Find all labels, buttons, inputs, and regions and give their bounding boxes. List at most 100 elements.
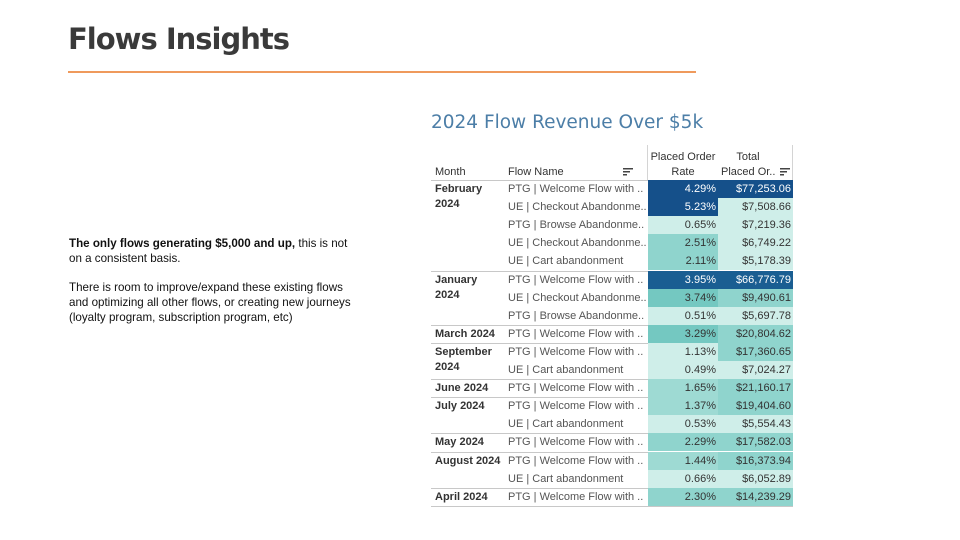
- placed-order-rate-cell: 1.13%: [648, 342, 718, 361]
- table-row[interactable]: PTG | Welcome Flow with .. 1.65% $21,160.1…: [504, 379, 793, 398]
- group-divider: [431, 433, 793, 435]
- placed-order-rate-cell: 1.44%: [648, 451, 718, 470]
- flow-name-cell: UE | Cart abandonment: [508, 418, 624, 431]
- table-row[interactable]: PTG | Browse Abandonme.. 0.51% $5,697.78: [504, 306, 793, 325]
- table-row[interactable]: PTG | Welcome Flow with .. 1.44% $16,373.9…: [504, 451, 793, 470]
- table-row[interactable]: UE | Cart abandonment 0.53% $5,554.43: [504, 415, 793, 434]
- table-row[interactable]: PTG | Welcome Flow with .. 1.37% $19,404.6…: [504, 397, 793, 416]
- group-divider: [431, 397, 793, 399]
- table-row[interactable]: PTG | Welcome Flow with .. 2.29% $17,582.0…: [504, 433, 793, 452]
- flow-name-cell: PTG | Welcome Flow with ..: [508, 400, 644, 413]
- flow-name-cell: PTG | Welcome Flow with ..: [508, 454, 644, 467]
- total-placed-order-cell: $7,024.27: [718, 360, 793, 379]
- group-divider: [431, 451, 793, 453]
- placed-order-rate-cell: 4.29%: [648, 180, 718, 198]
- month-group: July 2024 PTG | Welcome Flow with .. 1.37%…: [431, 397, 793, 434]
- placed-order-rate-cell: 3.29%: [648, 324, 718, 343]
- total-placed-order-cell: $14,239.29: [718, 487, 793, 506]
- placed-order-rate-cell: 1.65%: [648, 379, 718, 398]
- month-group: May 2024 PTG | Welcome Flow with .. 2.29% $…: [431, 433, 793, 452]
- total-placed-order-cell: $16,373.94: [718, 451, 793, 470]
- flow-name-cell: UE | Checkout Abandonme..: [508, 201, 647, 214]
- total-placed-order-cell: $6,052.89: [718, 469, 793, 488]
- month-group: September 2024 PTG | Welcome Flow with ..…: [431, 342, 793, 379]
- flow-name-cell: UE | Cart abandonment: [508, 363, 624, 376]
- month-cell: July 2024: [435, 400, 485, 413]
- total-placed-order-cell: $9,490.61: [718, 288, 793, 307]
- table-row[interactable]: UE | Checkout Abandonme.. 2.51% $6,749.22: [504, 234, 793, 253]
- table-row[interactable]: PTG | Welcome Flow with .. 2.30% $14,239.2…: [504, 487, 793, 506]
- total-placed-order-cell: $20,804.62: [718, 324, 793, 343]
- month-cell: January 2024: [435, 273, 478, 301]
- insight-text: The only flows generating $5,000 and up,…: [69, 236, 359, 339]
- placed-order-rate-cell: 0.65%: [648, 216, 718, 235]
- insight-paragraph-1: The only flows generating $5,000 and up,…: [69, 236, 359, 266]
- placed-order-rate-cell: 3.74%: [648, 288, 718, 307]
- table-row[interactable]: PTG | Welcome Flow with .. 4.29% $77,253.0…: [504, 180, 793, 198]
- flow-name-cell: UE | Cart abandonment: [508, 255, 624, 268]
- total-placed-order-cell: $7,508.66: [718, 198, 793, 217]
- month-group: February 2024 PTG | Welcome Flow with .. 4…: [431, 180, 793, 271]
- table-row[interactable]: PTG | Welcome Flow with .. 1.13% $17,360.6…: [504, 342, 793, 361]
- group-divider: [431, 342, 793, 344]
- total-placed-order-cell: $66,776.79: [718, 270, 793, 289]
- flow-name-cell: PTG | Browse Abandonme..: [508, 219, 645, 232]
- total-placed-order-cell: $5,178.39: [718, 252, 793, 271]
- month-cell: September 2024: [435, 345, 492, 373]
- rate-header-line1[interactable]: Placed Order: [650, 151, 716, 163]
- placed-order-rate-cell: 2.29%: [648, 433, 718, 452]
- group-divider: [431, 180, 793, 181]
- flow-name-cell: PTG | Welcome Flow with ..: [508, 436, 644, 449]
- group-divider: [431, 270, 793, 272]
- month-cell: April 2024: [435, 490, 488, 503]
- placed-order-rate-cell: 0.51%: [648, 306, 718, 325]
- placed-order-rate-cell: 2.51%: [648, 234, 718, 253]
- rate-header-line2[interactable]: Rate: [671, 166, 695, 178]
- flow-name-cell: UE | Checkout Abandonme..: [508, 237, 647, 250]
- flow-name-cell: PTG | Welcome Flow with ..: [508, 183, 644, 195]
- total-placed-order-cell: $17,360.65: [718, 342, 793, 361]
- month-cell: June 2024: [435, 382, 489, 395]
- flow-revenue-table: Month Flow Name Placed Order Rate Total …: [431, 145, 793, 507]
- month-cell: March 2024: [435, 327, 495, 340]
- flow-name-header[interactable]: Flow Name: [508, 166, 564, 178]
- total-placed-order-cell: $77,253.06: [718, 180, 793, 198]
- month-group: April 2024 PTG | Welcome Flow with .. 2.30…: [431, 487, 793, 506]
- revenue-header-line1[interactable]: Total: [736, 151, 760, 163]
- table-row[interactable]: UE | Checkout Abandonme.. 5.23% $7,508.66: [504, 198, 793, 217]
- flow-name-cell: PTG | Welcome Flow with ..: [508, 327, 644, 340]
- header-divider: [647, 145, 648, 180]
- revenue-header-line2[interactable]: Placed Or..: [721, 166, 776, 178]
- table-row[interactable]: UE | Cart abandonment 2.11% $5,178.39: [504, 252, 793, 271]
- insight-paragraph-2: There is room to improve/expand these ex…: [69, 281, 351, 324]
- placed-order-rate-cell: 2.11%: [648, 252, 718, 271]
- flow-name-cell: PTG | Welcome Flow with ..: [508, 273, 644, 286]
- placed-order-rate-cell: 5.23%: [648, 198, 718, 217]
- table-row[interactable]: PTG | Welcome Flow with .. 3.95% $66,776.7…: [504, 270, 793, 289]
- month-group: June 2024 PTG | Welcome Flow with .. 1.65%…: [431, 379, 793, 398]
- flow-name-cell: PTG | Browse Abandonme..: [508, 309, 645, 322]
- page-title: Flows Insights: [68, 22, 290, 56]
- month-group: March 2024 PTG | Welcome Flow with .. 3.29…: [431, 324, 793, 343]
- table-row[interactable]: PTG | Welcome Flow with .. 3.29% $20,804.6…: [504, 324, 793, 343]
- sort-icon[interactable]: [780, 168, 790, 176]
- group-divider: [431, 324, 793, 326]
- insight-rest-text: this is not on a consistent basis.: [69, 237, 348, 265]
- table-row[interactable]: UE | Cart abandonment 0.66% $6,052.89: [504, 469, 793, 488]
- placed-order-rate-cell: 0.53%: [648, 415, 718, 434]
- group-divider: [431, 379, 793, 381]
- total-placed-order-cell: $17,582.03: [718, 433, 793, 452]
- month-group: January 2024 PTG | Welcome Flow with .. 3.…: [431, 270, 793, 325]
- placed-order-rate-cell: 1.37%: [648, 397, 718, 416]
- placed-order-rate-cell: 0.49%: [648, 360, 718, 379]
- total-placed-order-cell: $5,697.78: [718, 306, 793, 325]
- month-cell: August 2024: [435, 454, 501, 467]
- table-row[interactable]: UE | Cart abandonment 0.49% $7,024.27: [504, 360, 793, 379]
- month-header[interactable]: Month: [435, 166, 466, 178]
- total-placed-order-cell: $19,404.60: [718, 397, 793, 416]
- title-divider: [68, 71, 696, 73]
- sort-icon[interactable]: [623, 168, 633, 176]
- flow-name-cell: PTG | Welcome Flow with ..: [508, 345, 644, 358]
- table-row[interactable]: UE | Checkout Abandonme.. 3.74% $9,490.61: [504, 288, 793, 307]
- table-row[interactable]: PTG | Browse Abandonme.. 0.65% $7,219.36: [504, 216, 793, 235]
